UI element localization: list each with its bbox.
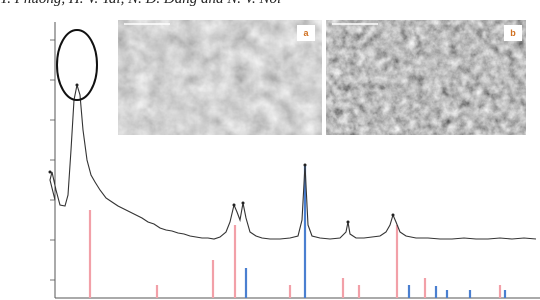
- sem-inset-a: a: [118, 20, 322, 135]
- highlight-ellipse: [57, 30, 97, 100]
- figure: a b: [0, 0, 540, 300]
- sem-inset-b: b: [326, 20, 526, 135]
- page: T. Phuong, H. V. Tai, N. D. Dang and N. …: [0, 0, 540, 300]
- inset-label: b: [510, 28, 516, 38]
- reference-lines: [90, 165, 505, 298]
